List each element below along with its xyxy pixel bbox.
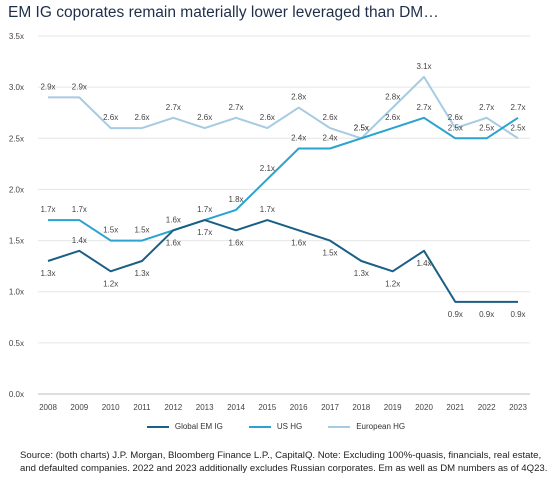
data-label: 1.5x (103, 226, 118, 235)
x-tick-label: 2010 (102, 403, 120, 412)
data-label: 1.5x (322, 249, 337, 258)
series-line-european-hg (48, 75, 519, 140)
data-label: 2.6x (260, 113, 275, 122)
data-label: 2.5x (479, 123, 494, 132)
data-label: 0.9x (448, 310, 463, 319)
data-label: 1.4x (72, 236, 87, 245)
data-label: 1.3x (40, 269, 55, 278)
gridlines (38, 35, 530, 395)
data-label: 2.6x (197, 113, 212, 122)
data-label: 0.9x (510, 310, 525, 319)
data-label: 1.7x (72, 205, 87, 214)
data-label: 2.1x (260, 164, 275, 173)
data-label: 2.5x (510, 123, 525, 132)
data-label: 2.5x (354, 123, 369, 132)
x-tick-label: 2012 (164, 403, 182, 412)
data-label: 1.7x (197, 228, 212, 237)
data-label: 1.8x (228, 195, 243, 204)
data-label: 3.1x (416, 62, 431, 71)
data-label: 2.4x (291, 134, 306, 143)
x-tick-label: 2008 (39, 403, 57, 412)
data-label: 2.5x (354, 123, 369, 132)
data-label: 2.4x (322, 134, 337, 143)
data-label: 1.6x (166, 238, 181, 247)
data-label: 1.7x (260, 205, 275, 214)
data-label: 2.7x (416, 103, 431, 112)
data-label: 1.5x (134, 226, 149, 235)
legend-label: US HG (276, 422, 303, 431)
legend-item: US HG (248, 422, 303, 431)
y-axis: 0.0x 0.5x 1.0x 1.5x 2.0x 2.5x 3.0x 3.5x (9, 32, 24, 399)
x-tick-label: 2011 (133, 403, 151, 412)
y-tick-label: 0.0x (9, 390, 24, 399)
legend-label: Global EM IG (174, 422, 223, 431)
y-tick-label: 0.5x (9, 339, 24, 348)
legend-swatch (248, 425, 271, 428)
y-tick-label: 1.0x (9, 288, 24, 297)
data-label: 2.6x (134, 113, 149, 122)
data-label: 1.3x (134, 269, 149, 278)
series-line-global-em-ig (47, 219, 518, 303)
x-tick-label: 2019 (384, 403, 402, 412)
data-label: 2.6x (385, 113, 400, 122)
x-tick-label: 2021 (446, 403, 464, 412)
y-tick-label: 3.0x (9, 83, 24, 92)
data-label: 2.9x (40, 82, 55, 91)
y-tick-label: 2.0x (9, 185, 24, 194)
legend-item: Global EM IG (146, 422, 223, 431)
data-label: 1.4x (416, 259, 431, 268)
data-label: 2.7x (510, 103, 525, 112)
data-label: 2.7x (228, 103, 243, 112)
x-axis: 2008 2009 2010 2011 2012 2013 2014 2015 2016 2017… (39, 403, 527, 412)
data-label: 2.8x (385, 93, 400, 102)
legend: Global EM IG US HG European HG (0, 422, 552, 431)
y-tick-label: 3.5x (9, 32, 24, 41)
source-note: Source: (both charts) J.P. Morgan, Bloom… (20, 450, 548, 474)
chart-title: EM IG coporates remain materially lower … (8, 4, 439, 21)
x-tick-label: 2022 (478, 403, 496, 412)
x-tick-label: 2018 (352, 403, 370, 412)
data-label: 1.2x (103, 279, 118, 288)
data-label: 1.7x (40, 205, 55, 214)
data-label: 1.3x (354, 269, 369, 278)
data-label: 2.7x (479, 103, 494, 112)
data-label: 2.9x (72, 82, 87, 91)
data-label: 2.6x (322, 113, 337, 122)
data-label: 2.6x (448, 113, 463, 122)
data-labels: 1.3x 1.4x 1.2x 1.3x 1.6x 1.7x 1.6x 1.7x 1.6x 1.5x… (40, 62, 525, 319)
x-tick-label: 2017 (321, 403, 339, 412)
data-label: 1.2x (385, 279, 400, 288)
data-label: 1.6x (228, 238, 243, 247)
data-label: 1.6x (166, 215, 181, 224)
series-line-us-hg (48, 116, 519, 242)
data-label: 1.7x (197, 205, 212, 214)
data-label: 2.7x (166, 103, 181, 112)
legend-label: European HG (356, 422, 406, 431)
data-label: 2.8x (291, 93, 306, 102)
x-tick-label: 2023 (509, 403, 527, 412)
y-tick-label: 2.5x (9, 134, 24, 143)
x-tick-label: 2020 (415, 403, 433, 412)
data-label: 0.9x (479, 310, 494, 319)
y-tick-label: 1.5x (9, 237, 24, 246)
x-tick-label: 2014 (227, 403, 245, 412)
x-tick-label: 2016 (290, 403, 308, 412)
legend-swatch (328, 425, 351, 428)
data-label: 1.6x (291, 238, 306, 247)
x-tick-label: 2015 (258, 403, 276, 412)
series-lines (47, 75, 519, 303)
x-tick-label: 2013 (196, 403, 214, 412)
x-tick-label: 2009 (70, 403, 88, 412)
legend-swatch (146, 425, 169, 428)
data-label: 2.6x (103, 113, 118, 122)
data-label: 2.5x (448, 123, 463, 132)
legend-item: European HG (328, 422, 405, 431)
